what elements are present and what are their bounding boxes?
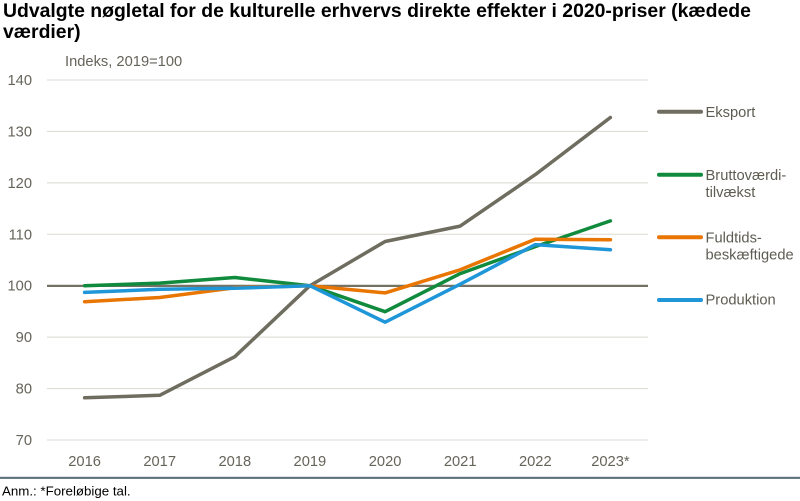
svg-text:Produktion: Produktion [706,293,776,309]
svg-text:2021: 2021 [444,454,477,470]
svg-text:tilvækst: tilvækst [706,185,756,201]
svg-text:2016: 2016 [68,454,101,470]
svg-text:Anm.: *Foreløbige tal.: Anm.: *Foreløbige tal. [2,484,131,499]
svg-text:2019: 2019 [294,454,327,470]
svg-text:110: 110 [9,227,32,243]
svg-text:100: 100 [7,279,32,295]
svg-text:Bruttoværdi-: Bruttoværdi- [706,168,787,184]
svg-text:80: 80 [16,382,32,398]
svg-text:Indeks, 2019=100: Indeks, 2019=100 [65,54,182,70]
svg-text:130: 130 [7,124,32,140]
svg-text:2018: 2018 [218,454,251,470]
svg-text:140: 140 [7,73,32,89]
svg-text:2020: 2020 [369,454,402,470]
svg-text:2022: 2022 [519,454,552,470]
svg-text:120: 120 [7,176,32,192]
svg-text:70: 70 [16,433,32,449]
svg-text:Fuldtids-: Fuldtids- [706,230,762,246]
svg-text:2023*: 2023* [591,454,630,470]
svg-text:Eksport: Eksport [706,105,756,121]
svg-text:beskæftigede: beskæftigede [706,248,794,264]
svg-text:2017: 2017 [143,454,176,470]
svg-text:90: 90 [16,330,32,346]
